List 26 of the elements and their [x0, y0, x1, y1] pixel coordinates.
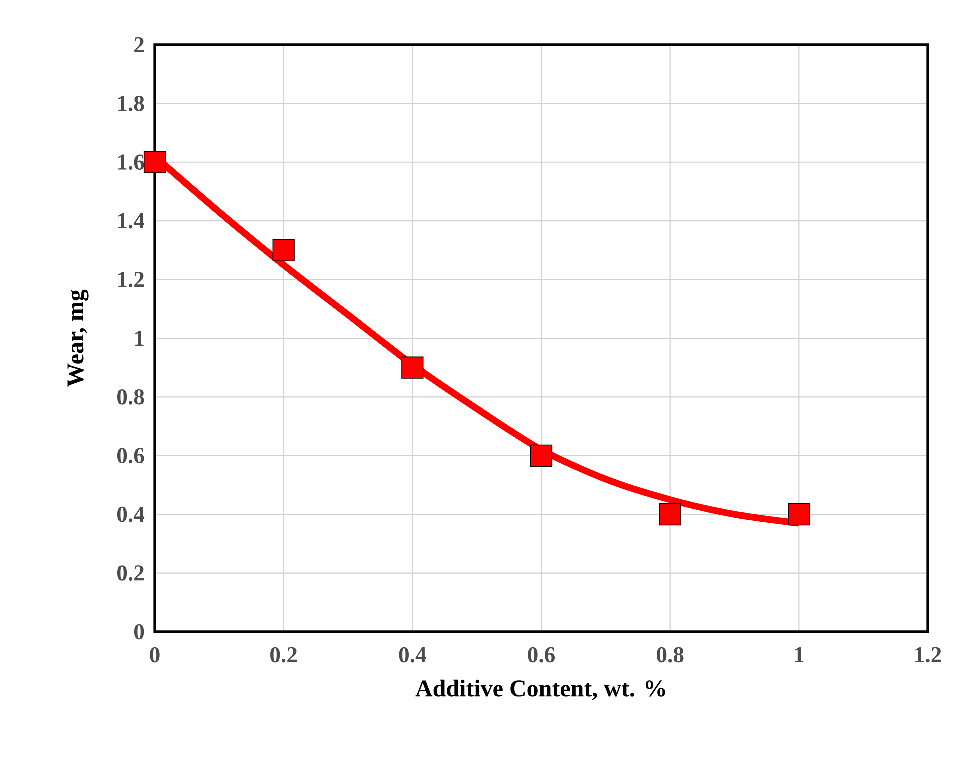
x-tick-label: 0.2 — [270, 647, 298, 663]
x-tick-label: 1.2 — [916, 647, 942, 663]
x-axis-title: Additive Content, wt. % — [416, 680, 666, 700]
point — [659, 504, 682, 526]
point — [788, 504, 810, 526]
y-tick-label: 0.4 — [117, 506, 145, 522]
point — [144, 151, 166, 174]
point — [272, 239, 295, 262]
x-tick-label: 1 — [795, 647, 804, 662]
x-tick-label: 0.6 — [528, 647, 555, 663]
y-tick-label: 1.2 — [118, 272, 144, 288]
y-tick-label: 1.4 — [118, 213, 145, 229]
y-tick-label: 0.8 — [117, 389, 144, 405]
x-tick-label: 0.8 — [657, 647, 684, 663]
y-tick-label: 0.6 — [117, 448, 144, 464]
y-tick-label: 0.2 — [117, 566, 144, 581]
point — [530, 444, 553, 467]
x-tick-label: 0.4 — [399, 647, 426, 663]
y-tick-label: 0 — [134, 624, 144, 640]
y-tick-label: 1.8 — [118, 96, 144, 112]
y-axis-title: Wear, mg — [68, 290, 89, 388]
y-tick-label: 2 — [134, 37, 144, 52]
y-tick-label: 1.6 — [118, 154, 144, 170]
x-tick-label: 0 — [150, 647, 160, 663]
y-tick-label: 1 — [135, 330, 144, 346]
point — [402, 356, 424, 379]
